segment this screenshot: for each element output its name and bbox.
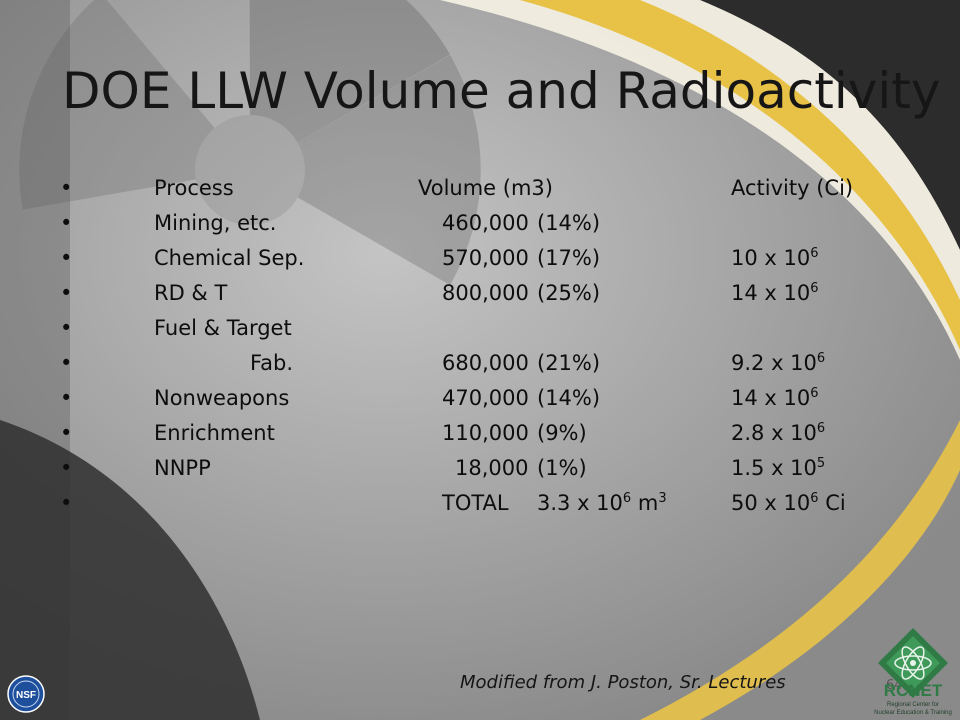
activity-exponent: 6 (816, 421, 826, 436)
header-process: Process (154, 176, 234, 200)
process-cell: Chemical Sep. (154, 246, 305, 270)
table-row: • Nonweapons 470,000 (14%) 14 x 106 (0, 386, 960, 422)
bullet: • (60, 456, 73, 480)
process-cell: Nonweapons (154, 386, 290, 410)
activity-base: 14 x 10 (731, 386, 811, 410)
total-activity: 50 x 106 Ci (731, 491, 846, 515)
volume-cell: 18,000 (455, 456, 529, 480)
bullet: • (60, 421, 73, 445)
table-row: • Fuel & Target (0, 316, 960, 352)
table-row: • Mining, etc. 460,000 (14%) (0, 211, 960, 247)
percent-cell: (21%) (537, 351, 601, 375)
process-cell: NNPP (154, 456, 211, 480)
table-row: • Fab. 680,000 (21%) 9.2 x 106 (0, 351, 960, 387)
svg-text:Regional Center for: Regional Center for (887, 702, 939, 708)
activity-cell: 14 x 106 (731, 386, 819, 410)
volume-cell: 800,000 (442, 281, 529, 305)
bullet: • (60, 176, 73, 200)
header-activity: Activity (Ci) (731, 176, 854, 200)
process-cell: Fab. (250, 351, 294, 375)
slide-title: DOE LLW Volume and Radioactivity (62, 62, 941, 120)
activity-base: 9.2 x 10 (731, 351, 817, 375)
percent-cell: (14%) (537, 386, 601, 410)
activity-cell: 2.8 x 106 (731, 421, 825, 445)
table-row: • Enrichment 110,000 (9%) 2.8 x 106 (0, 421, 960, 457)
percent-cell: (1%) (537, 456, 587, 480)
bullet: • (60, 246, 73, 270)
process-cell: Mining, etc. (154, 211, 277, 235)
activity-base: 14 x 10 (731, 281, 811, 305)
volume-cell: 110,000 (442, 421, 529, 445)
bullet: • (60, 281, 73, 305)
percent-cell: (25%) (537, 281, 601, 305)
bullet: • (60, 316, 73, 340)
table-row: • Chemical Sep. 570,000 (17%) 10 x 106 (0, 246, 960, 282)
header-row: • Process Volume (m3) Activity (Ci) (0, 176, 960, 212)
bullet: • (60, 211, 73, 235)
volume-cell: 460,000 (442, 211, 529, 235)
svg-text:Nuclear Education & Training: Nuclear Education & Training (874, 710, 952, 716)
activity-exponent: 5 (816, 456, 826, 471)
volume-cell: 570,000 (442, 246, 529, 270)
volume-cell: 680,000 (442, 351, 529, 375)
bullet: • (60, 386, 73, 410)
activity-base: 1.5 x 10 (731, 456, 817, 480)
activity-exponent: 6 (810, 281, 819, 296)
gold-band (520, 0, 960, 350)
activity-cell: 14 x 106 (731, 281, 819, 305)
dark-band (700, 0, 960, 250)
volume-cell: 470,000 (442, 386, 529, 410)
activity-base: 10 x 10 (731, 246, 811, 270)
total-volume: 3.3 x 106 m3 (537, 491, 667, 515)
activity-base: 2.8 x 10 (731, 421, 817, 445)
header-volume: Volume (m3) (418, 176, 553, 200)
percent-cell: (17%) (537, 246, 601, 270)
svg-text:RCNET: RCNET (884, 681, 943, 700)
nsf-logo-icon: NSF (7, 675, 45, 713)
activity-exponent: 6 (816, 351, 826, 366)
radiation-symbol-icon (19, 0, 481, 285)
activity-exponent: 6 (810, 386, 819, 401)
activity-cell: 10 x 106 (731, 246, 819, 270)
rcnet-logo-icon: RCNET Regional Center for Nuclear Educat… (874, 628, 952, 716)
cream-band (440, 0, 960, 360)
activity-cell: 9.2 x 106 (731, 351, 825, 375)
table-row: • NNPP 18,000 (1%) 1.5 x 105 (0, 456, 960, 492)
process-cell: RD & T (154, 281, 228, 305)
process-cell: Fuel & Target (154, 316, 292, 340)
activity-exponent: 6 (810, 246, 819, 261)
bullet: • (60, 351, 73, 375)
bullet: • (60, 491, 73, 515)
svg-text:NSF: NSF (16, 690, 36, 701)
percent-cell: (9%) (537, 421, 587, 445)
table-row: • RD & T 800,000 (25%) 14 x 106 (0, 281, 960, 317)
source-footnote: Modified from J. Poston, Sr. Lectures (460, 672, 786, 693)
activity-cell: 1.5 x 105 (731, 456, 825, 480)
process-cell: Enrichment (154, 421, 275, 445)
total-label: TOTAL (442, 491, 509, 515)
percent-cell: (14%) (537, 211, 601, 235)
total-row: • TOTAL 3.3 x 106 m3 50 x 106 Ci (0, 491, 960, 527)
